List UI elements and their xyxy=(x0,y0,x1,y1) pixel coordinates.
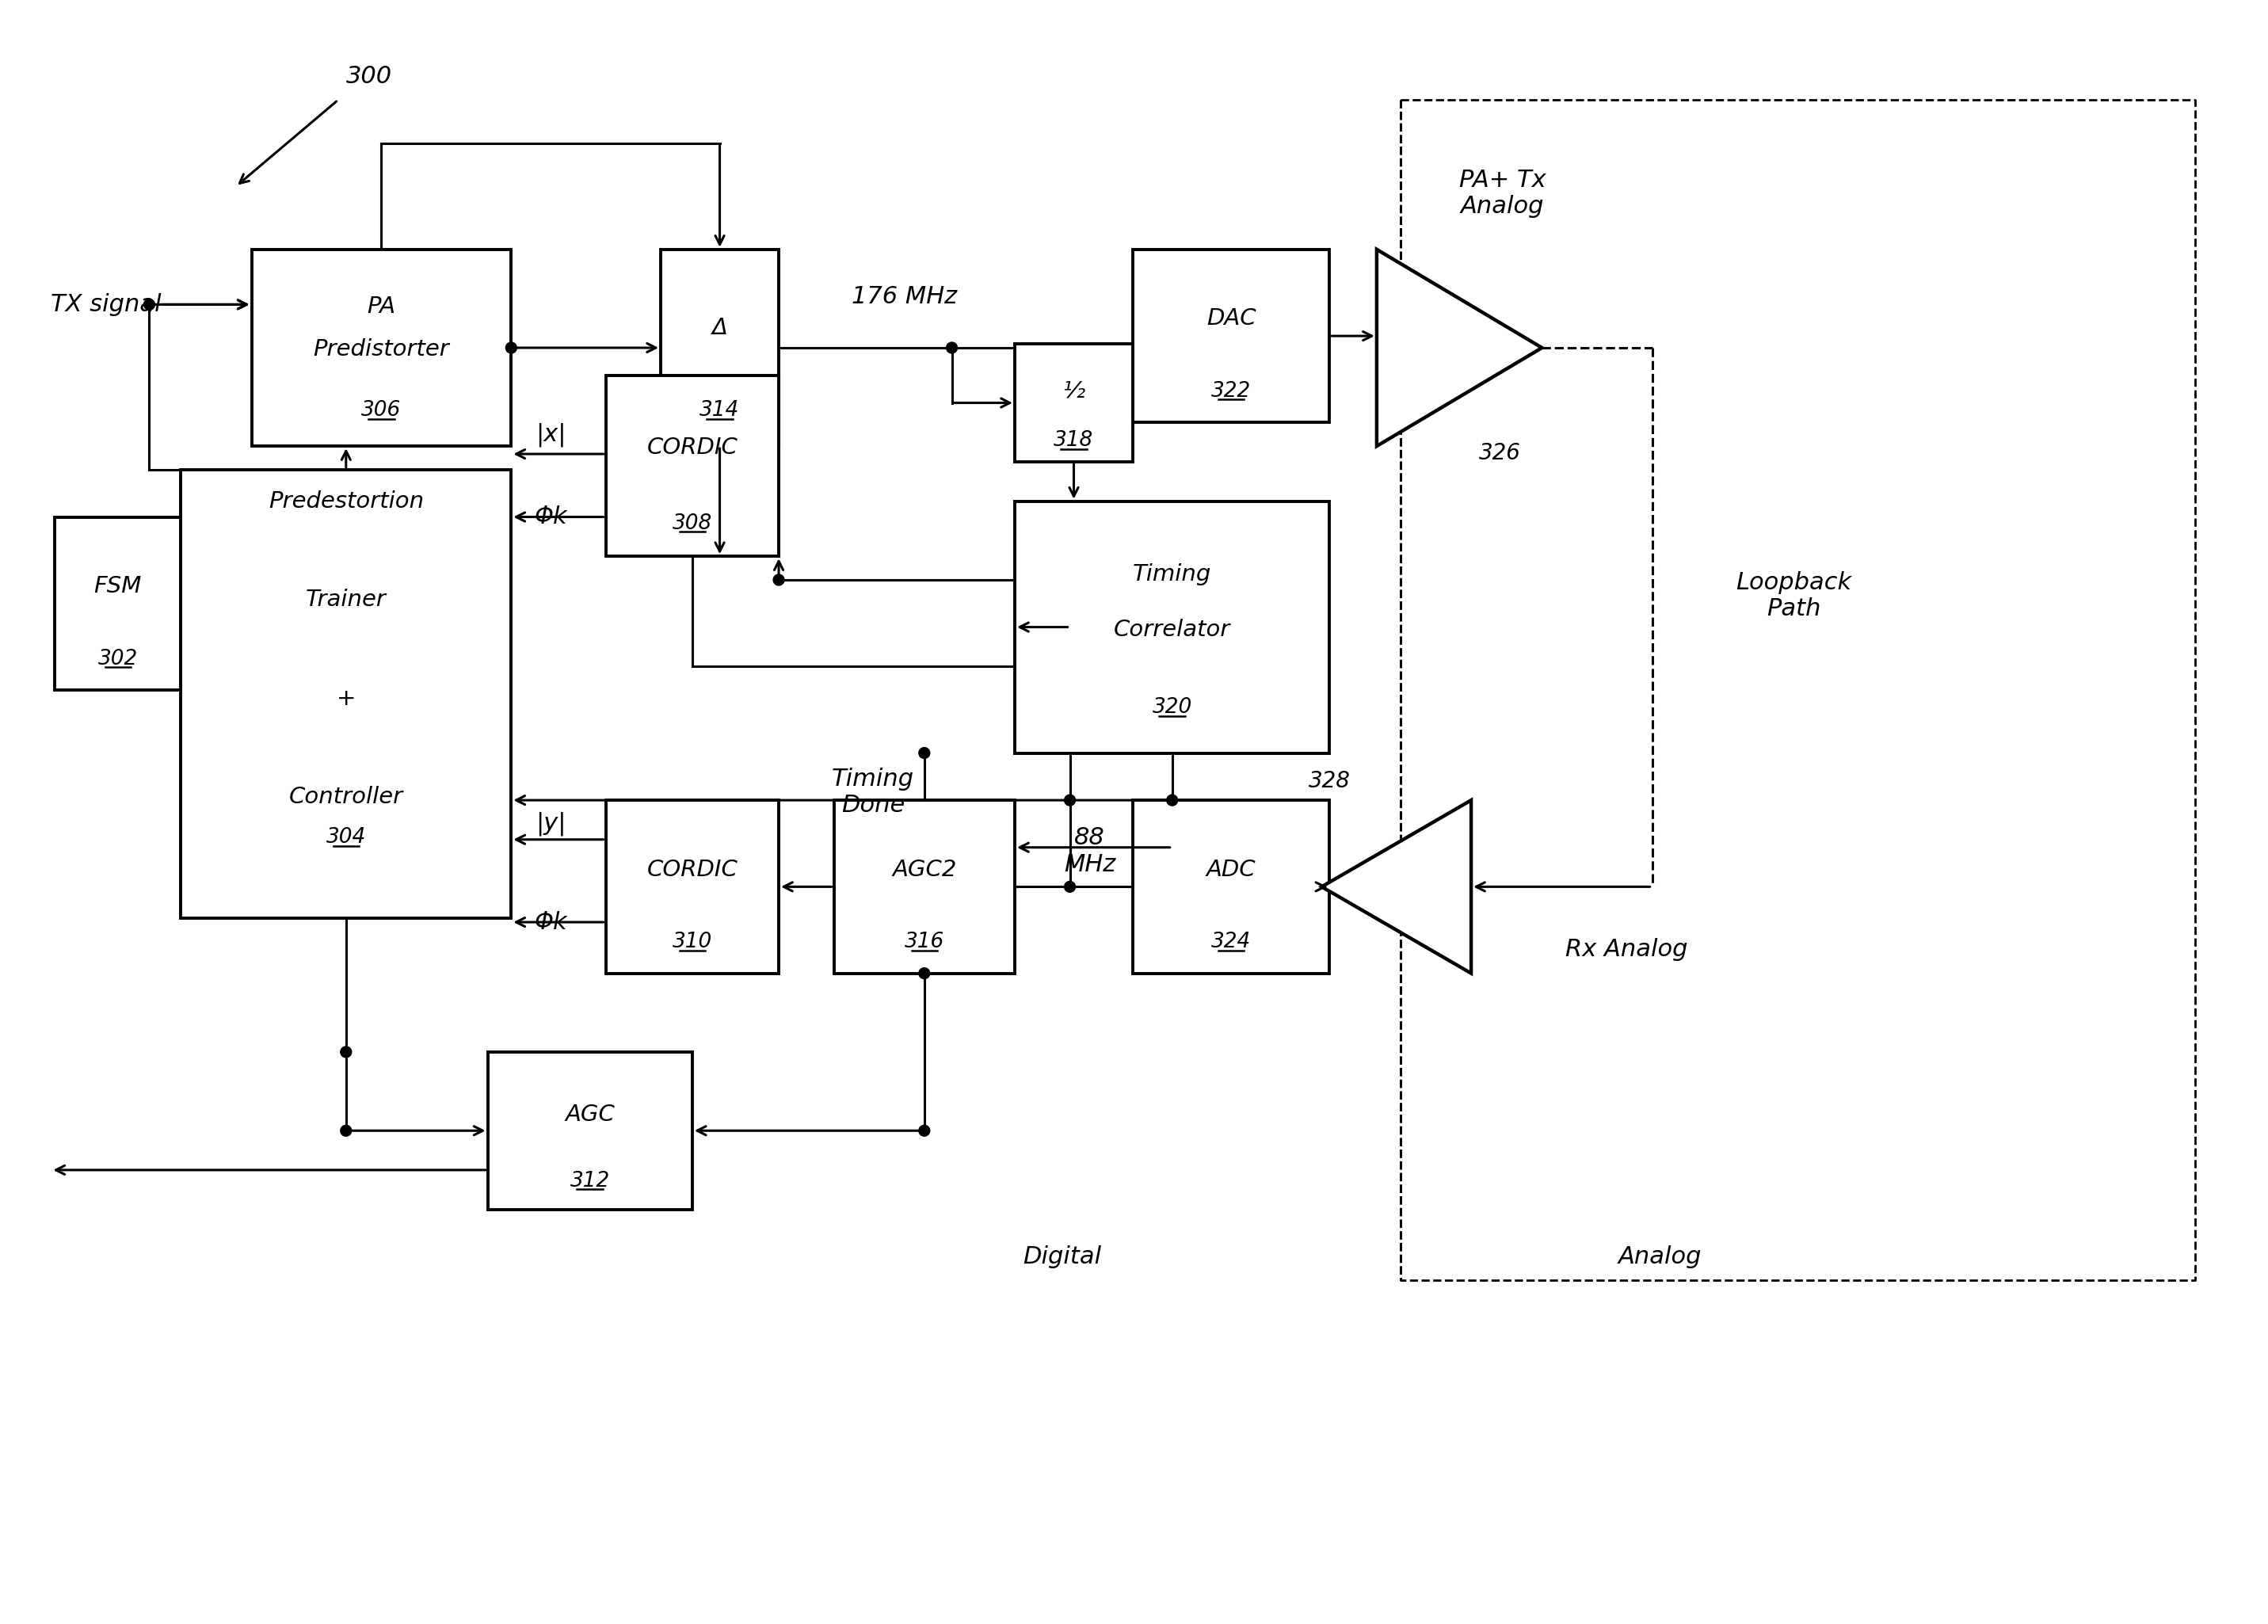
Bar xyxy=(660,250,778,447)
Text: |x|: |x| xyxy=(535,422,565,447)
Text: Φk: Φk xyxy=(533,505,567,528)
Text: CORDIC: CORDIC xyxy=(646,437,737,460)
Bar xyxy=(181,469,510,918)
Text: PA: PA xyxy=(367,296,395,318)
Bar xyxy=(606,801,778,973)
Circle shape xyxy=(143,299,154,310)
Bar xyxy=(488,1052,692,1210)
Text: FSM: FSM xyxy=(93,575,143,598)
Circle shape xyxy=(1166,794,1177,806)
Text: DAC: DAC xyxy=(1207,307,1256,330)
Text: AGC2: AGC2 xyxy=(891,859,957,880)
Circle shape xyxy=(1064,882,1075,892)
Bar xyxy=(1132,250,1329,422)
Text: 326: 326 xyxy=(1479,442,1522,464)
Text: Predistorter: Predistorter xyxy=(313,339,449,361)
Text: TX signal: TX signal xyxy=(50,292,161,317)
Text: Predestortion: Predestortion xyxy=(268,490,424,512)
Circle shape xyxy=(1064,794,1075,806)
Bar xyxy=(1132,801,1329,973)
Polygon shape xyxy=(1377,250,1542,447)
Text: ½: ½ xyxy=(1064,380,1084,403)
Text: 176 MHz: 176 MHz xyxy=(853,286,957,309)
Text: Rx Analog: Rx Analog xyxy=(1565,939,1687,961)
Text: Δ: Δ xyxy=(712,317,728,339)
Text: Φk: Φk xyxy=(533,911,567,934)
Text: 302: 302 xyxy=(98,648,138,669)
Text: Timing
Done: Timing Done xyxy=(832,768,914,817)
Text: 328: 328 xyxy=(1309,770,1349,793)
Text: 324: 324 xyxy=(1211,932,1252,952)
Polygon shape xyxy=(1322,801,1472,973)
Text: CORDIC: CORDIC xyxy=(646,859,737,880)
Text: 318: 318 xyxy=(1055,430,1093,451)
Text: ADC: ADC xyxy=(1207,859,1256,880)
Text: AGC: AGC xyxy=(565,1104,615,1125)
Text: 312: 312 xyxy=(569,1171,610,1192)
Text: 310: 310 xyxy=(671,932,712,952)
Bar xyxy=(54,516,181,690)
Circle shape xyxy=(946,343,957,354)
Text: 320: 320 xyxy=(1152,697,1193,718)
Text: |y|: |y| xyxy=(535,812,565,836)
Text: Digital: Digital xyxy=(1023,1246,1102,1268)
Text: 88
MHz: 88 MHz xyxy=(1064,827,1116,875)
Circle shape xyxy=(919,747,930,758)
Circle shape xyxy=(919,968,930,979)
Text: PA+ Tx
Analog: PA+ Tx Analog xyxy=(1458,169,1547,218)
Bar xyxy=(252,250,510,447)
Text: 322: 322 xyxy=(1211,382,1252,401)
Text: Loopback
Path: Loopback Path xyxy=(1735,570,1851,620)
Text: +: + xyxy=(336,687,356,710)
Circle shape xyxy=(773,575,785,585)
Text: 300: 300 xyxy=(347,65,392,88)
Circle shape xyxy=(919,1125,930,1137)
Circle shape xyxy=(340,1125,352,1137)
Text: 314: 314 xyxy=(701,401,739,421)
Text: Controller: Controller xyxy=(288,786,404,809)
Circle shape xyxy=(506,343,517,354)
Bar xyxy=(1014,502,1329,754)
Text: 306: 306 xyxy=(361,401,401,421)
Text: Timing: Timing xyxy=(1132,564,1211,585)
Text: Trainer: Trainer xyxy=(306,590,386,611)
Bar xyxy=(835,801,1014,973)
Bar xyxy=(606,375,778,557)
Text: Correlator: Correlator xyxy=(1114,619,1232,641)
Text: 304: 304 xyxy=(327,827,365,848)
Text: 316: 316 xyxy=(905,932,943,952)
Circle shape xyxy=(340,1046,352,1057)
Text: Analog: Analog xyxy=(1617,1246,1701,1268)
Bar xyxy=(1014,344,1132,461)
Text: 308: 308 xyxy=(671,513,712,534)
